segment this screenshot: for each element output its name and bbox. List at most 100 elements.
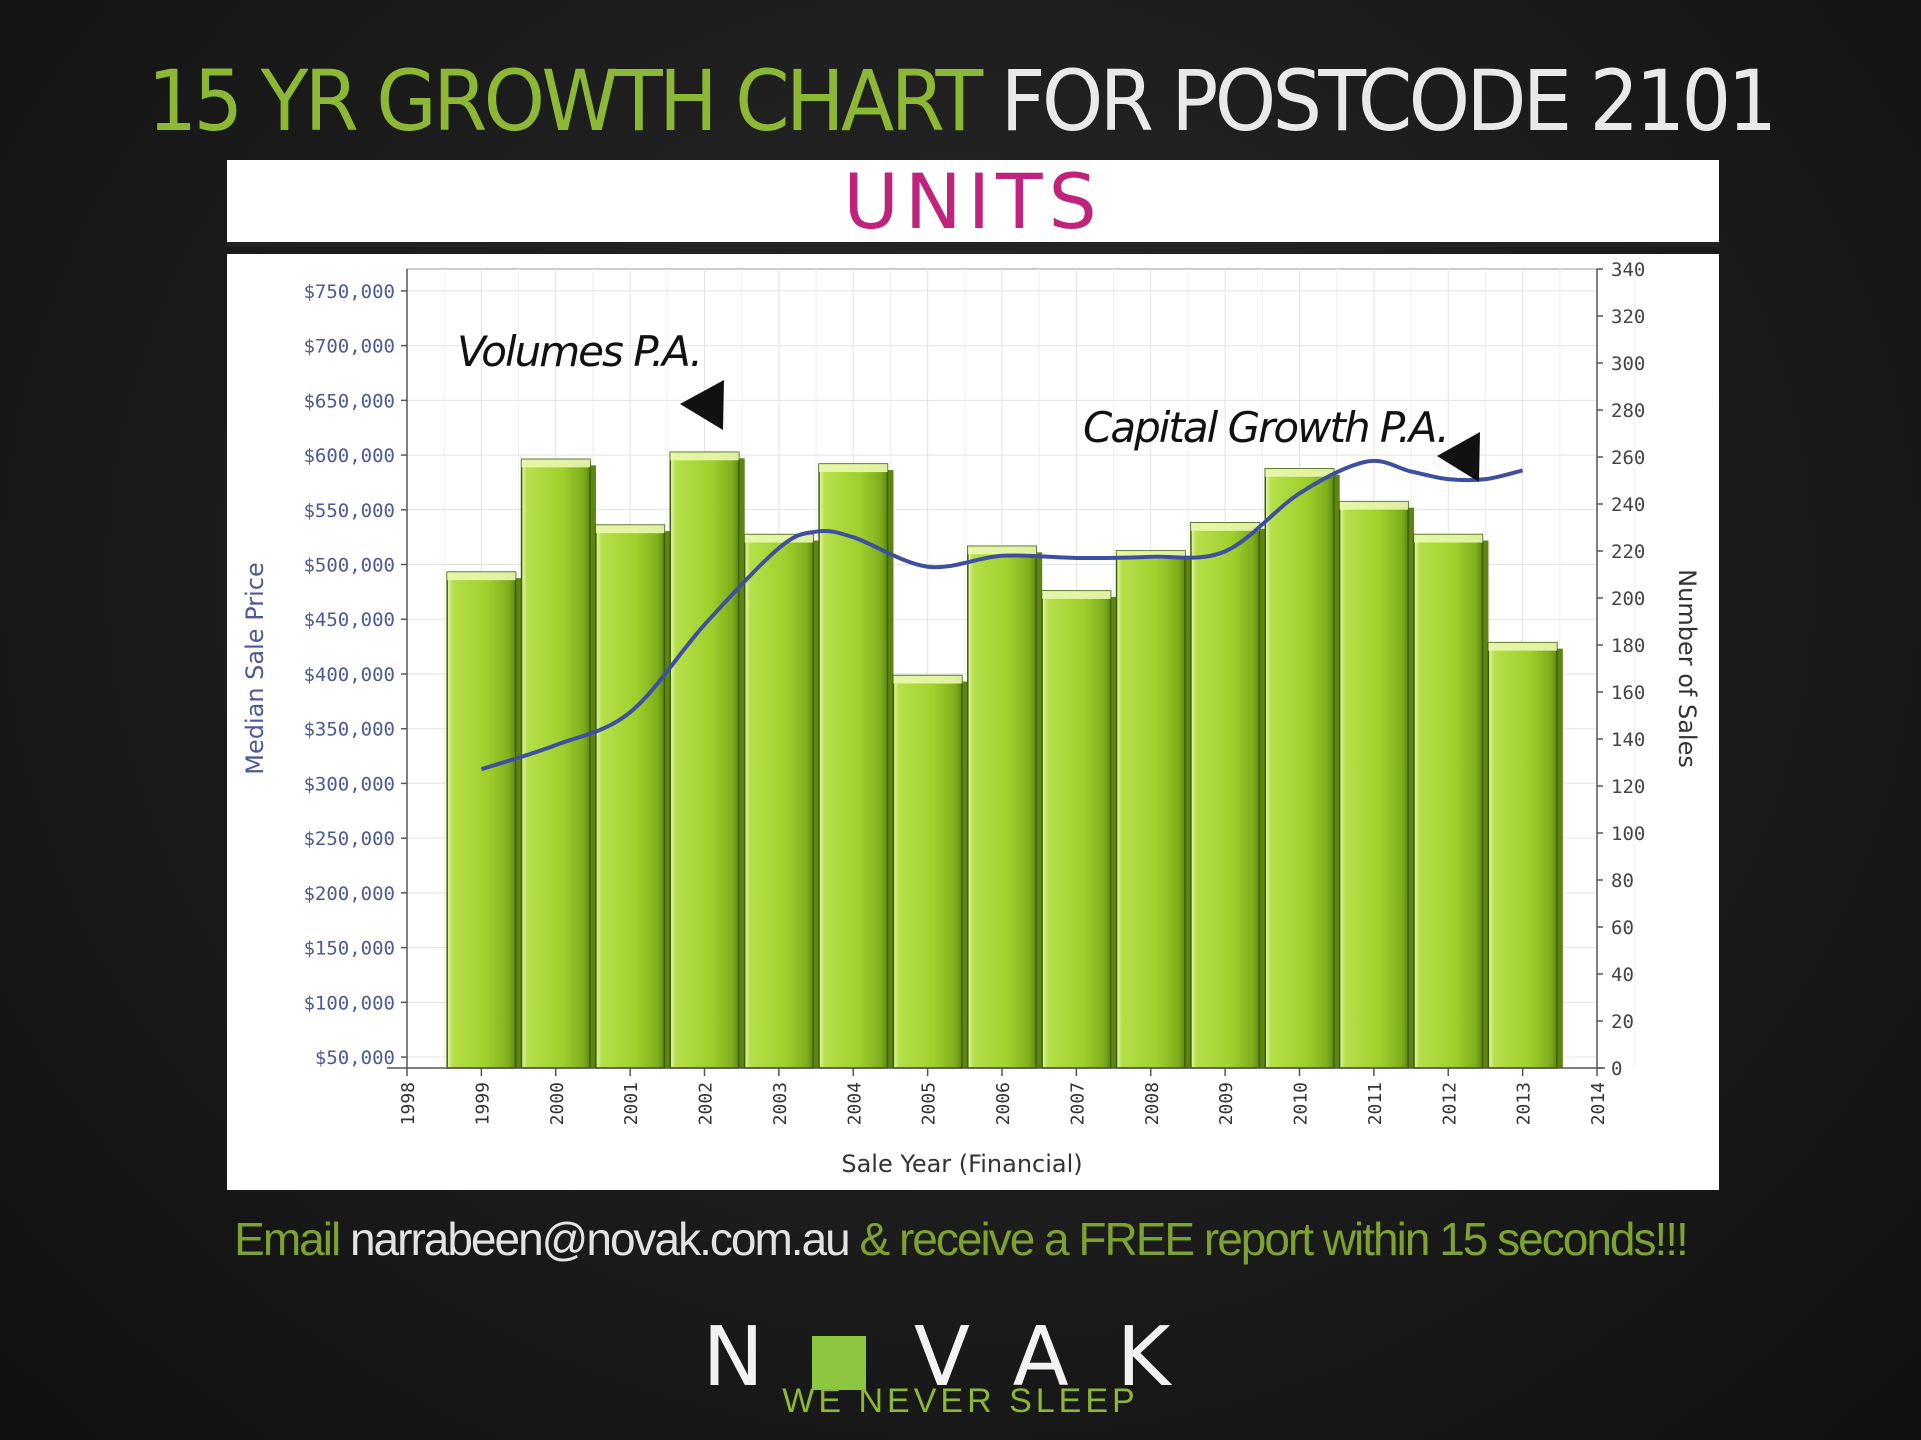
bar [743,533,814,1069]
y2-tick-label: 160 [1611,682,1645,704]
y2-tick-label: 220 [1611,541,1645,563]
logo-letter-left: N [702,1310,812,1405]
bar-highlight [967,546,1037,555]
annotation-capital-growth: Capital Growth P.A. [1083,403,1448,452]
bar-highlight [819,464,888,473]
x-tick-label: 2002 [696,1082,717,1125]
novak-logo: N VAK [0,1310,1921,1405]
annotation-volumes-arrow-icon [680,380,724,430]
y2-tick-label: 340 [1611,259,1645,281]
email-suffix: & receive a FREE report within 15 second… [859,1213,1689,1265]
brand-tagline: WE NEVER SLEEP [782,1382,1139,1420]
y-tick-label: $600,000 [303,445,395,467]
bar-highlight [1488,642,1557,651]
y-tick-label: $450,000 [303,609,395,631]
y-tick-label: $700,000 [303,336,395,358]
bar-highlight [893,675,962,684]
title-white-part: FOR POSTCODE 2101 [1000,52,1778,150]
bar [595,524,666,1069]
x-tick-label: 2010 [1291,1082,1312,1125]
bar-highlight [744,534,814,543]
x-tick-label: 2005 [919,1082,940,1125]
bar-highlight [1265,468,1334,477]
y-tick-label: $550,000 [303,500,395,522]
logo-green-square-icon [811,1335,866,1390]
email-prefix: Email [234,1213,341,1265]
y-tick-label: $100,000 [303,992,395,1014]
bar-highlight [1339,501,1409,510]
bar-highlight [1414,534,1483,543]
bar [1041,590,1112,1069]
y2-tick-label: 260 [1611,447,1645,469]
x-axis-title: Sale Year (Financial) [841,1150,1082,1178]
y2-tick-label: 80 [1611,870,1634,892]
y2-tick-label: 120 [1611,776,1645,798]
chart-panel: $750,000 $700,000 $650,000 $600,000 $550,000… [227,254,1719,1190]
y-axis-title: Median Sale Price [241,562,269,774]
bar [818,463,889,1069]
y2-tick-label: 40 [1611,964,1634,986]
y2-tick-label: 100 [1611,823,1645,845]
y-tick-label: $50,000 [315,1047,395,1069]
bar [446,571,517,1069]
x-tick-label: 2000 [547,1082,568,1125]
y-tick-label: $250,000 [303,828,395,850]
y2-tick-label: 280 [1611,400,1645,422]
x-tick-label: 2014 [1588,1082,1609,1125]
units-banner: UNITS [227,160,1719,247]
bar-highlight [1042,590,1111,599]
y-tick-label: $400,000 [303,664,395,686]
bar-highlight [447,572,516,581]
x-tick-label: 2006 [993,1082,1014,1125]
x-tick-label: 2007 [1067,1082,1088,1125]
bar [520,458,591,1069]
units-label: UNITS [843,157,1103,246]
y2-tick-label: 20 [1611,1011,1634,1033]
x-tick-label: 1999 [472,1082,493,1125]
bar [892,674,963,1069]
x-tick-label: 2013 [1514,1082,1535,1125]
bar [1264,468,1335,1069]
bar-highlight [595,525,665,534]
y-tick-label: $500,000 [303,555,395,577]
x-tick-label: 2012 [1439,1082,1460,1125]
y2-tick-label: 300 [1611,353,1645,375]
bar-highlight [1190,522,1260,531]
growth-chart: $750,000 $700,000 $650,000 $600,000 $550,000… [241,259,1701,1178]
bar [669,451,740,1069]
x-tick-label: 2001 [621,1082,642,1125]
y2-tick-label: 240 [1611,494,1645,516]
bar [1413,533,1484,1069]
x-tick-label: 2008 [1142,1082,1163,1125]
title-green-part: 15 YR GROWTH CHART [147,52,984,150]
annotation-volumes: Volumes P.A. [457,327,701,376]
bar-highlight [670,452,739,461]
logo-letters-right: VAK [913,1310,1219,1405]
y2-tick-label: 60 [1611,917,1634,939]
page-title: 15 YR GROWTH CHART FOR POSTCODE 2101 [67,52,1854,150]
capital-growth-line [480,458,1524,772]
annotation-capital-growth-arrow-icon [1437,432,1480,482]
x-tick-label: 2004 [844,1082,865,1125]
y2-axis-title: Number of Sales [1673,569,1701,768]
bar-highlight [521,459,590,468]
y2-tick-label: 140 [1611,729,1645,751]
y-tick-label: $300,000 [303,773,395,795]
y2-tick-label: 0 [1611,1058,1622,1080]
y-tick-label: $650,000 [303,390,395,412]
bar [967,545,1037,1069]
y2-tick-label: 200 [1611,588,1645,610]
y-tick-label: $350,000 [303,719,395,741]
bar [1190,522,1261,1069]
x-tick-label: 2009 [1216,1082,1237,1125]
bar [1115,550,1186,1069]
y-tick-label: $150,000 [303,938,395,960]
x-tick-label: 2003 [770,1082,791,1125]
y-tick-label: $750,000 [303,281,395,303]
y2-tick-label: 180 [1611,635,1645,657]
footer-email-line: Email narrabeen@novak.com.au & receive a… [0,1212,1921,1266]
email-address[interactable]: narrabeen@novak.com.au [349,1213,851,1265]
bar [1487,641,1558,1069]
bar [1338,500,1409,1069]
y-tick-label: $200,000 [303,883,395,905]
